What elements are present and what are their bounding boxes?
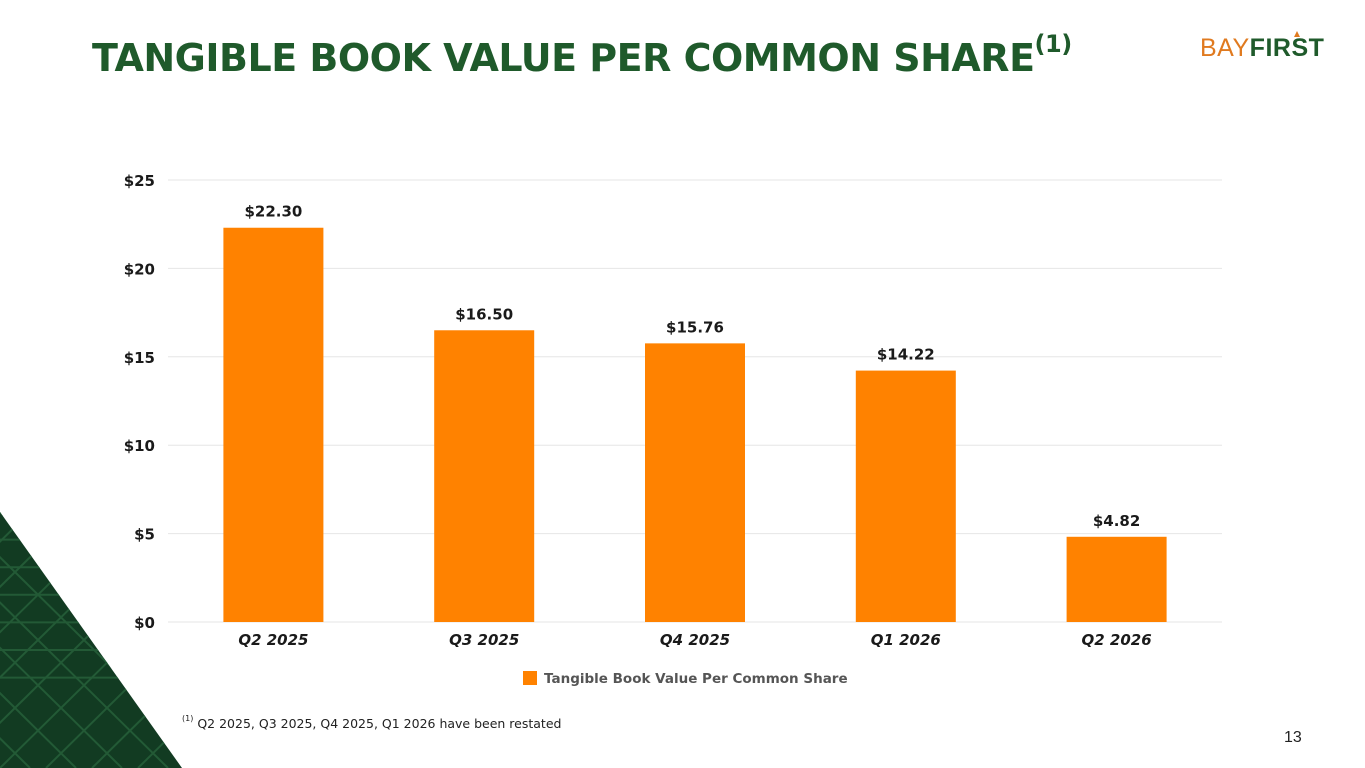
page-title-text: TANGIBLE BOOK VALUE PER COMMON SHARE <box>92 36 1035 80</box>
bar <box>855 370 956 622</box>
bar-data-label: $14.22 <box>877 346 935 364</box>
title-footnote-marker: (1) <box>1034 30 1073 58</box>
x-axis: Q2 2025 Q3 2025 Q4 2025 Q1 2026 Q2 2026 <box>238 631 1151 649</box>
y-tick-label: $10 <box>124 437 155 455</box>
corner-pattern-line <box>0 512 77 768</box>
bar <box>645 343 745 622</box>
logo-bay-text: BAY <box>1200 34 1250 62</box>
corner-pattern-line <box>91 512 182 768</box>
page-number: 13 <box>1284 729 1302 746</box>
y-tick-label: $0 <box>134 614 155 632</box>
corner-pattern-line <box>0 512 123 768</box>
logo-accent-mark <box>1294 31 1300 37</box>
footnote-marker: (1) <box>182 714 194 723</box>
bar-data-label: $22.30 <box>244 203 302 221</box>
x-tick-label: Q2 2026 <box>1082 631 1152 649</box>
bar <box>434 330 535 622</box>
bar <box>223 227 324 622</box>
footnote: (1) Q2 2025, Q3 2025, Q4 2025, Q1 2026 h… <box>182 714 562 731</box>
y-tick-label: $15 <box>124 349 155 367</box>
y-axis: $0 $5 $10 $15 $20 $25 <box>124 172 155 632</box>
x-tick-label: Q1 2026 <box>871 631 941 649</box>
corner-triangle <box>0 512 182 768</box>
legend-swatch <box>523 671 537 685</box>
bar-data-label: $16.50 <box>455 305 513 323</box>
bar <box>1066 536 1167 622</box>
bayfirst-logo: BAYFIRST <box>1200 31 1325 63</box>
y-tick-label: $5 <box>134 526 155 544</box>
bar-data-label: $4.82 <box>1093 512 1140 530</box>
footnote-text: Q2 2025, Q3 2025, Q4 2025, Q1 2026 have … <box>197 716 562 731</box>
y-tick-label: $20 <box>124 260 155 278</box>
x-tick-label: Q3 2025 <box>449 631 519 649</box>
legend-label: Tangible Book Value Per Common Share <box>544 671 848 687</box>
bar-data-label: $15.76 <box>666 318 724 336</box>
x-tick-label: Q4 2025 <box>660 631 730 649</box>
page-title: TANGIBLE BOOK VALUE PER COMMON SHARE(1) <box>92 30 1072 80</box>
bars: $22.30 $16.50 $15.76 $14.22 $4.82 <box>223 203 1167 622</box>
x-tick-label: Q2 2025 <box>238 631 308 649</box>
legend: Tangible Book Value Per Common Share <box>523 671 848 687</box>
y-tick-label: $25 <box>124 172 155 190</box>
logo-first-text: FIRST <box>1249 34 1325 62</box>
